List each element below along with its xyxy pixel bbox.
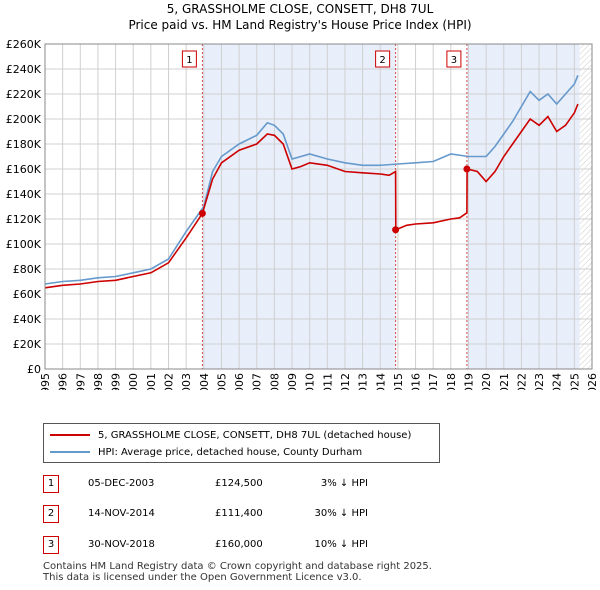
table-row: 3 30-NOV-2018 £160,000 10% ↓ HPI	[43, 536, 523, 556]
price-chart: £0 £20K £40K £60K £80K £100K £120K £140K £160K £1…	[6, 38, 599, 390]
y-tick-label: £20K	[13, 338, 42, 351]
y-tick-label: £60K	[13, 288, 42, 301]
legend-label-property: 5, GRASSHOLME CLOSE, CONSETT, DH8 7UL (d…	[98, 429, 412, 441]
series-line-hpi	[44, 75, 579, 285]
chart-title: 5, GRASSHOLME CLOSE, CONSETT, DH8 7UL	[166, 2, 434, 16]
x-tick-label: 2025	[568, 373, 581, 390]
x-tick-label: 2016	[410, 373, 423, 390]
y-tick-label: £240K	[6, 63, 42, 76]
x-tick-label: 2022	[515, 373, 528, 390]
sale-price: £160,000	[215, 539, 263, 550]
x-tick-label: 2010	[304, 373, 317, 390]
legend-swatch-blue	[50, 451, 90, 453]
y-tick-label: £160K	[6, 163, 42, 176]
x-tick-label: 2024	[551, 373, 564, 390]
sale-point	[463, 165, 471, 173]
sale-hpi-diff: 3% ↓ HPI	[320, 478, 368, 489]
x-tick-label: 1998	[92, 373, 105, 390]
y-tick-label: £100K	[6, 238, 42, 251]
legend-item-hpi: HPI: Average price, detached house, Coun…	[50, 444, 362, 460]
y-tick-label: £260K	[6, 38, 42, 51]
x-tick-label: 2023	[533, 373, 546, 390]
x-tick-label: 2019	[462, 373, 475, 390]
x-tick-label: 1996	[57, 373, 70, 390]
y-tick-label: £180K	[6, 138, 42, 151]
x-tick-label: 1999	[110, 373, 123, 390]
x-tick-label: 2011	[321, 373, 334, 390]
annotation-badge	[181, 50, 197, 68]
annotation-badge	[375, 50, 391, 68]
annotation-badge	[446, 50, 462, 68]
future-hatch	[579, 44, 592, 369]
x-tick-label: 2021	[498, 373, 511, 390]
sale-date: 30-NOV-2018	[88, 539, 155, 550]
sale-price: £124,500	[215, 478, 263, 489]
chart-legend: 5, GRASSHOLME CLOSE, CONSETT, DH8 7UL (d…	[43, 423, 440, 463]
y-tick-label: £40K	[13, 313, 42, 326]
x-tick-label: 2000	[127, 373, 140, 390]
y-tick-label: £0	[27, 363, 41, 376]
footer-licence: This data is licensed under the Open Gov…	[43, 572, 362, 583]
sale-point	[392, 226, 400, 234]
x-tick-label: 2013	[357, 373, 370, 390]
ownership-shade	[466, 44, 580, 369]
y-tick-label: £200K	[6, 113, 42, 126]
x-tick-label: 2008	[268, 373, 281, 390]
legend-label-hpi: HPI: Average price, detached house, Coun…	[98, 446, 363, 458]
annotation-label: 2	[379, 55, 385, 66]
x-tick-label: 1995	[39, 373, 52, 390]
legend-item-property: 5, GRASSHOLME CLOSE, CONSETT, DH8 7UL (d…	[50, 427, 411, 443]
x-tick-label: 2015	[392, 373, 405, 390]
sale-marker-badge: 1	[43, 475, 59, 493]
x-tick-label: 2020	[480, 373, 493, 390]
x-tick-label: 2001	[145, 373, 158, 390]
x-tick-label: 2006	[233, 373, 246, 390]
y-tick-label: £220K	[6, 88, 42, 101]
annotation-label: 1	[186, 55, 192, 66]
chart-subtitle: Price paid vs. HM Land Registry's House …	[128, 18, 472, 32]
sale-date: 05-DEC-2003	[88, 478, 155, 489]
x-tick-label: 2026	[586, 373, 599, 390]
x-tick-label: 2012	[339, 373, 352, 390]
x-tick-label: 2007	[251, 373, 264, 390]
x-tick-label: 2014	[374, 373, 387, 390]
sale-point	[198, 209, 206, 217]
footer-copyright: Contains HM Land Registry data © Crown c…	[43, 561, 432, 572]
sale-marker-badge: 3	[43, 536, 59, 554]
x-tick-label: 2017	[427, 373, 440, 390]
sale-hpi-diff: 30% ↓ HPI	[314, 508, 368, 519]
x-tick-label: 2003	[180, 373, 193, 390]
table-row: 2 14-NOV-2014 £111,400 30% ↓ HPI	[43, 505, 523, 525]
y-tick-label: £80K	[13, 263, 42, 276]
sale-hpi-diff: 10% ↓ HPI	[314, 539, 368, 550]
x-tick-label: 2005	[215, 373, 228, 390]
x-tick-label: 1997	[74, 373, 87, 390]
x-tick-label: 2002	[163, 373, 176, 390]
sale-price: £111,400	[215, 508, 263, 519]
y-tick-label: £120K	[6, 213, 42, 226]
annotation-label: 3	[451, 55, 457, 66]
sale-date: 14-NOV-2014	[88, 508, 155, 519]
x-tick-label: 2018	[445, 373, 458, 390]
x-tick-label: 2009	[286, 373, 299, 390]
x-tick-label: 2004	[198, 373, 211, 390]
table-row: 1 05-DEC-2003 £124,500 3% ↓ HPI	[43, 475, 523, 495]
y-tick-label: £140K	[6, 188, 42, 201]
ownership-shade	[202, 44, 396, 369]
plot-frame	[44, 43, 593, 370]
series-line-property	[44, 103, 579, 289]
sale-marker-badge: 2	[43, 505, 59, 523]
legend-swatch-red	[50, 434, 90, 436]
